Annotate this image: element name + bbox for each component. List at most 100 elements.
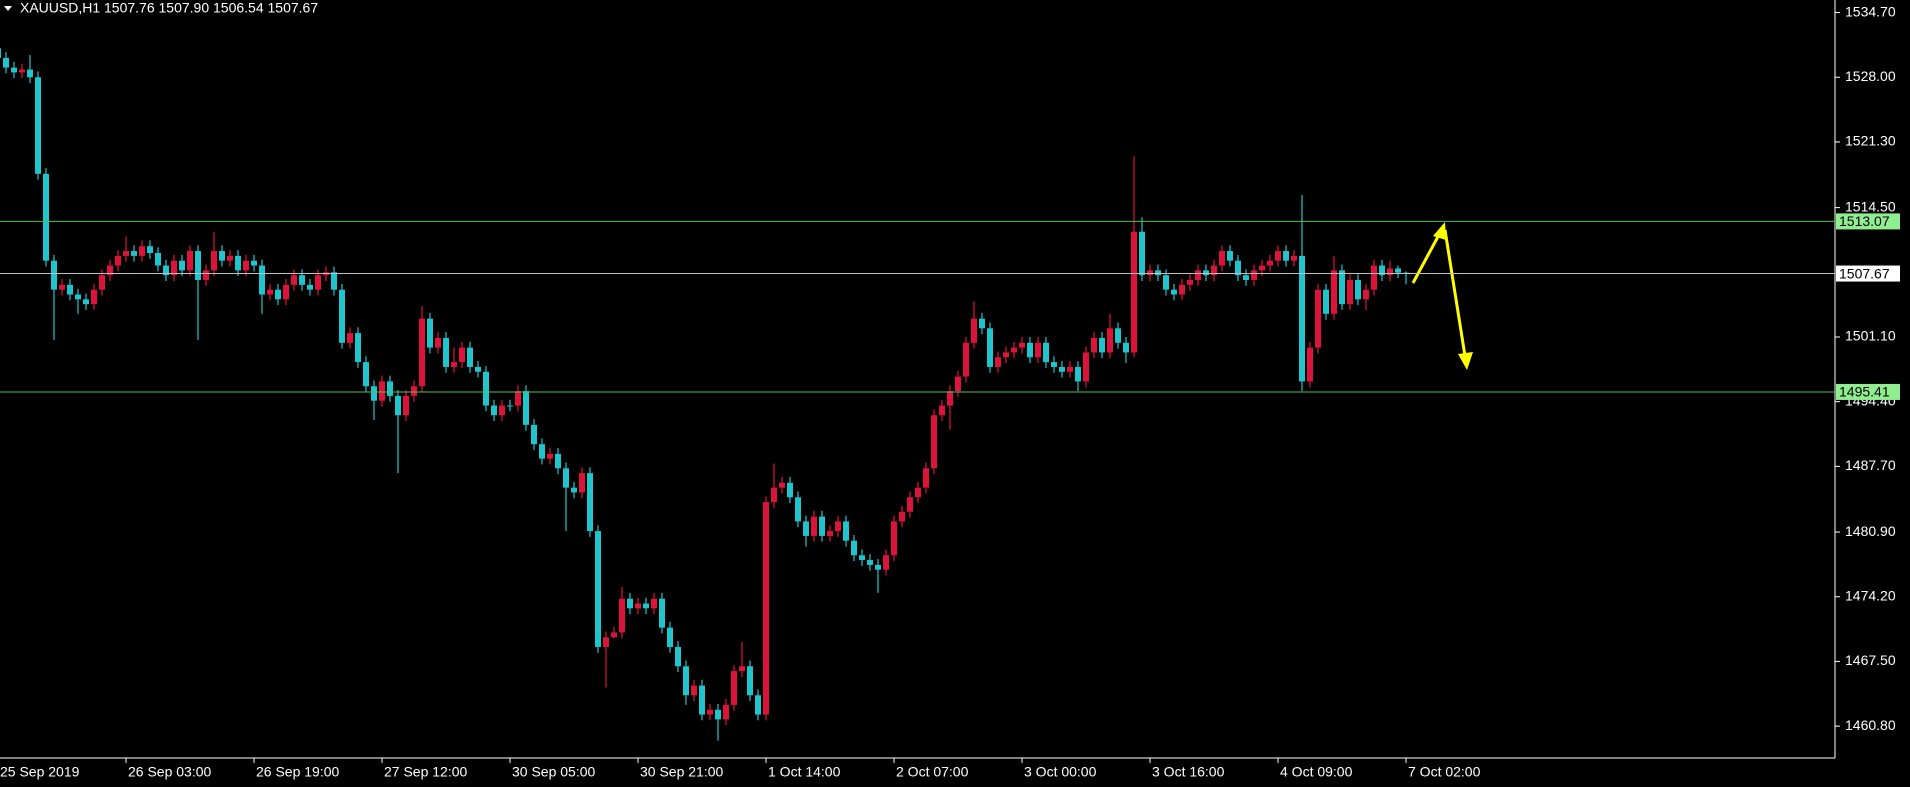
candle-body — [467, 347, 473, 367]
candle-body — [995, 357, 1001, 367]
candle-body — [1323, 289, 1329, 314]
candle-body — [51, 260, 57, 290]
candle-body — [11, 67, 17, 73]
candle-body — [499, 405, 505, 416]
candle-body — [1147, 270, 1153, 276]
candle-body — [1187, 280, 1193, 285]
candle-body — [1195, 270, 1201, 281]
candle-body — [891, 521, 897, 556]
candle-body — [379, 381, 385, 401]
candle-body — [27, 69, 33, 78]
candle-body — [387, 381, 393, 396]
candle-body — [843, 521, 849, 541]
candle-body — [1315, 289, 1321, 348]
candle-body — [827, 531, 833, 536]
candle-body — [627, 598, 633, 609]
candle-body — [139, 246, 145, 256]
y-tick-label: 1534.70 — [1845, 3, 1896, 19]
candle-body — [187, 251, 193, 271]
candle-body — [955, 376, 961, 392]
candle-body — [947, 391, 953, 406]
candle-body — [883, 555, 889, 570]
candle-body — [315, 275, 321, 290]
candle-body — [771, 487, 777, 503]
candle-body — [1011, 347, 1017, 353]
candle-body — [963, 342, 969, 377]
candle-body — [915, 487, 921, 498]
candle-body — [283, 284, 289, 300]
candle-body — [243, 260, 249, 271]
candle-body — [291, 275, 297, 285]
candle-body — [1203, 270, 1209, 276]
candle-body — [475, 366, 481, 372]
candle-body — [683, 666, 689, 696]
price-tag-label: 1513.07 — [1839, 213, 1890, 229]
candle-body — [1363, 289, 1369, 300]
candle-body — [1243, 275, 1249, 281]
candle-body — [835, 521, 841, 532]
candle-body — [1059, 366, 1065, 372]
candle-body — [1259, 265, 1265, 271]
candle-body — [83, 299, 89, 305]
candle-body — [779, 482, 785, 488]
candle-body — [731, 671, 737, 705]
candle-body — [363, 362, 369, 387]
x-tick-label: 27 Sep 12:00 — [384, 764, 468, 780]
candle-body — [667, 627, 673, 647]
candle-body — [635, 603, 641, 609]
candle-body — [179, 260, 185, 271]
candle-body — [123, 251, 129, 256]
arrow-down — [1443, 229, 1467, 357]
y-tick-label: 1521.30 — [1845, 133, 1896, 149]
candle-body — [1275, 251, 1281, 261]
candle-body — [875, 564, 881, 570]
y-tick-label: 1480.90 — [1845, 523, 1896, 539]
x-tick-label: 4 Oct 09:00 — [1280, 764, 1353, 780]
candle-body — [1171, 289, 1177, 295]
menu-triangle[interactable] — [4, 6, 12, 11]
candle-body — [555, 453, 561, 469]
candle-body — [795, 497, 801, 522]
candle-body — [299, 275, 305, 285]
candle-body — [931, 415, 937, 469]
candle-body — [803, 521, 809, 536]
candle-body — [1075, 366, 1081, 382]
candle-body — [1131, 231, 1137, 353]
candle-body — [859, 555, 865, 561]
y-tick-label: 1501.10 — [1845, 328, 1896, 344]
candle-body — [403, 395, 409, 416]
candle-body — [851, 540, 857, 556]
candle-body — [1267, 260, 1273, 266]
chart-title: XAUUSD,H1 1507.76 1507.90 1506.54 1507.6… — [20, 0, 318, 16]
candle-body — [923, 468, 929, 488]
candle-body — [131, 251, 137, 256]
candle-body — [691, 685, 697, 696]
candle-body — [707, 709, 713, 715]
candle-body — [531, 424, 537, 445]
plot-area — [0, 48, 1409, 741]
candle-body — [1155, 270, 1161, 276]
candle-body — [443, 337, 449, 367]
candle-body — [1107, 328, 1113, 353]
candle-body — [371, 386, 377, 401]
candle-body — [571, 487, 577, 493]
candle-body — [459, 347, 465, 363]
drawn-arrows — [1411, 222, 1473, 370]
candle-body — [907, 497, 913, 512]
candle-body — [1299, 255, 1305, 382]
candle-body — [451, 362, 457, 367]
candle-body — [1331, 270, 1337, 314]
candle-body — [3, 57, 9, 68]
candle-body — [539, 444, 545, 459]
candle-body — [899, 511, 905, 522]
candle-body — [219, 251, 225, 261]
candle-body — [811, 516, 817, 536]
candle-body — [1123, 342, 1129, 353]
price-tag-label: 1495.41 — [1839, 384, 1890, 400]
candle-body — [1235, 260, 1241, 276]
candle-body — [147, 246, 153, 253]
candle-body — [275, 289, 281, 300]
candle-body — [619, 598, 625, 633]
candle-body — [595, 531, 601, 647]
